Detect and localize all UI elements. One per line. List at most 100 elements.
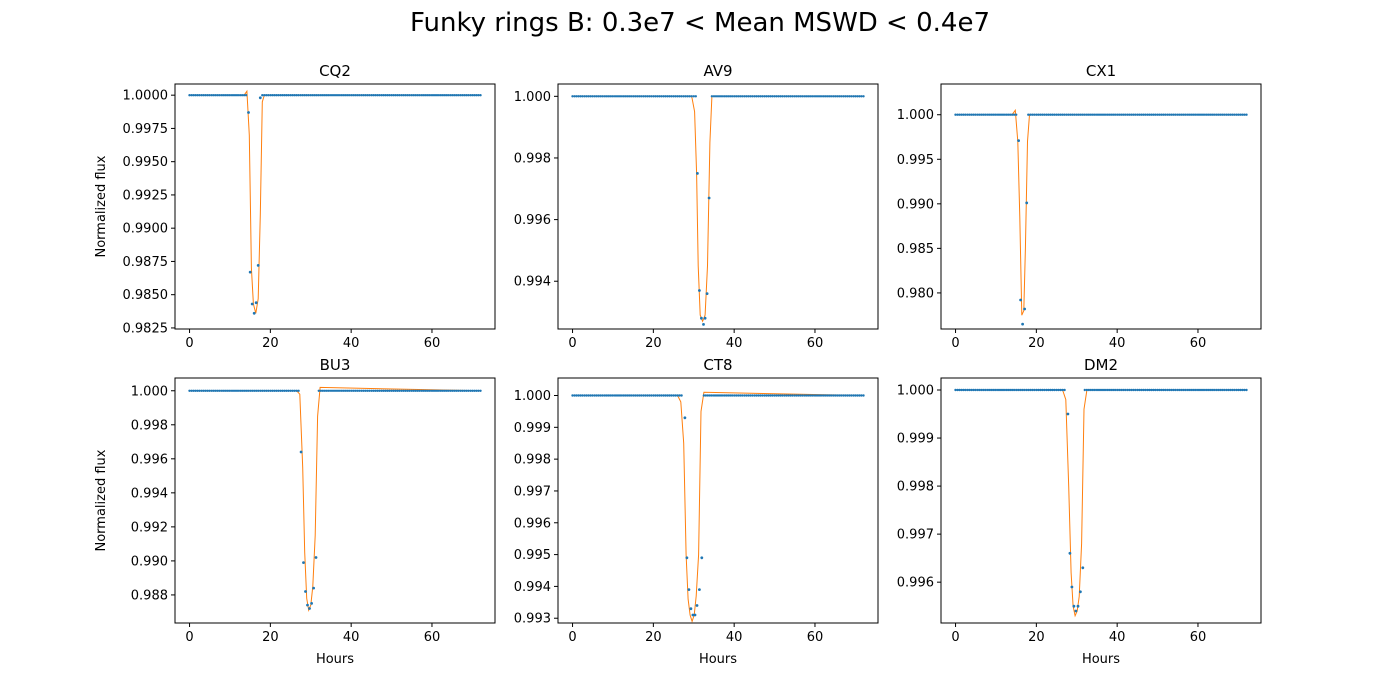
data-point — [1015, 388, 1018, 392]
data-point — [960, 113, 963, 116]
data-point — [224, 389, 228, 392]
data-point — [1170, 113, 1173, 116]
data-point — [700, 556, 704, 560]
data-point — [251, 389, 254, 392]
data-point — [1156, 113, 1159, 116]
data-point — [724, 95, 728, 98]
y-tick-label: 0.9925 — [123, 188, 169, 203]
data-point — [1033, 388, 1036, 392]
data-point — [689, 607, 693, 611]
data-point — [660, 394, 663, 397]
y-tick-label: 0.990 — [897, 197, 934, 212]
data-point — [706, 394, 710, 397]
data-point — [1164, 113, 1167, 116]
data-point — [783, 95, 786, 98]
data-point — [350, 94, 353, 97]
data-point — [799, 95, 802, 98]
data-point — [1081, 566, 1085, 570]
data-point — [1231, 388, 1234, 392]
y-tick-label: 0.994 — [514, 275, 551, 290]
data-point — [467, 94, 470, 97]
data-point — [392, 389, 395, 392]
data-point — [632, 394, 635, 397]
data-point — [1239, 388, 1242, 392]
data-point — [848, 394, 851, 397]
data-point — [354, 94, 357, 97]
data-point — [277, 389, 280, 392]
data-point — [658, 394, 661, 397]
data-point — [1166, 113, 1169, 116]
data-point — [730, 394, 734, 397]
data-point — [1055, 113, 1058, 116]
data-point — [1105, 113, 1109, 116]
data-point — [240, 389, 244, 392]
data-point — [1140, 113, 1143, 116]
data-point — [325, 94, 329, 97]
data-point — [739, 394, 742, 397]
data-point — [422, 389, 426, 392]
data-point — [1168, 113, 1171, 116]
data-point — [817, 95, 821, 98]
data-point — [352, 389, 355, 392]
data-point — [453, 94, 456, 97]
data-point — [966, 388, 969, 392]
subplot-title: BU3 — [320, 356, 351, 374]
data-point — [1188, 388, 1192, 392]
data-point — [759, 95, 762, 98]
data-point — [188, 94, 191, 97]
data-point — [640, 394, 643, 397]
data-point — [858, 95, 861, 98]
data-point — [1160, 388, 1163, 392]
data-point — [366, 389, 369, 392]
data-point — [1144, 113, 1147, 116]
data-point — [378, 94, 381, 97]
data-point — [676, 95, 679, 98]
x-tick-label: 60 — [1190, 630, 1207, 645]
data-point — [265, 94, 268, 97]
data-point — [1204, 388, 1208, 392]
data-point — [664, 394, 667, 397]
data-point — [603, 394, 607, 397]
data-point — [471, 94, 474, 97]
data-point — [980, 388, 983, 392]
data-point — [362, 94, 365, 97]
data-point — [619, 394, 623, 397]
data-point — [1118, 113, 1121, 116]
data-point — [755, 394, 758, 397]
data-point — [585, 95, 588, 98]
data-point — [779, 95, 782, 98]
data-point — [848, 95, 851, 98]
data-point — [269, 94, 272, 97]
data-point — [718, 394, 722, 397]
data-point — [805, 394, 809, 397]
data-point — [200, 389, 203, 392]
data-point — [737, 95, 740, 98]
data-point — [1160, 113, 1163, 116]
data-point — [1128, 113, 1131, 116]
subplot-title: DM2 — [1084, 356, 1118, 374]
data-point — [970, 388, 973, 392]
data-point — [638, 95, 641, 98]
data-point — [1219, 388, 1222, 392]
data-point — [1061, 388, 1064, 392]
data-point — [646, 95, 649, 98]
data-point — [609, 95, 613, 98]
data-point — [654, 394, 657, 397]
data-point — [1243, 113, 1246, 116]
data-point — [287, 389, 290, 392]
data-point — [1099, 113, 1103, 116]
data-point — [408, 389, 411, 392]
data-point — [1126, 388, 1129, 392]
subplot-title: AV9 — [703, 62, 732, 80]
data-point — [676, 394, 679, 397]
data-point — [297, 94, 300, 97]
data-point — [1083, 113, 1087, 116]
data-point — [412, 389, 415, 392]
data-point — [735, 394, 738, 397]
data-point — [455, 389, 458, 392]
data-point — [763, 394, 766, 397]
data-point — [356, 94, 359, 97]
data-point — [573, 394, 576, 397]
data-point — [400, 389, 403, 392]
data-point — [691, 613, 695, 617]
